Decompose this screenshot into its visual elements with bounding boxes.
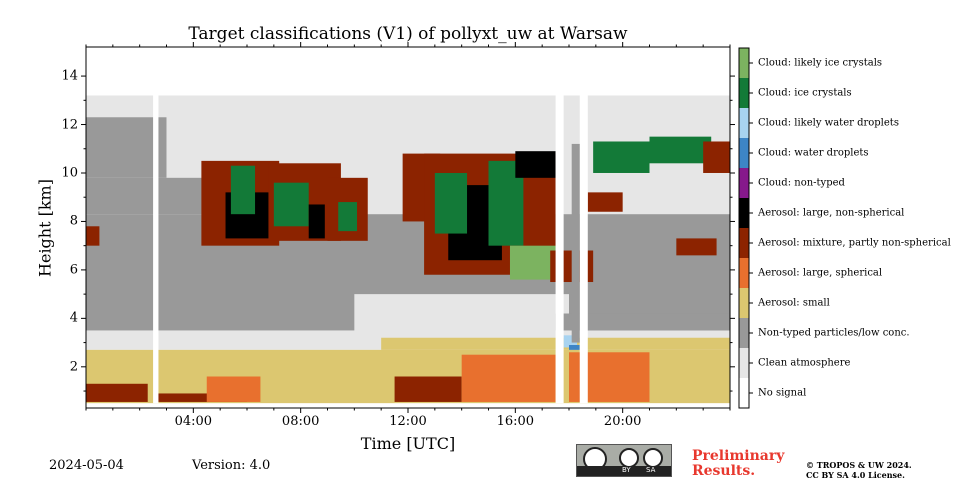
colorbar-swatch-9	[739, 108, 749, 138]
preliminary-line2: Results.	[692, 463, 756, 479]
copyright-line2: CC BY SA 4.0 License.	[806, 470, 905, 480]
y-tick-label-5: 12	[61, 117, 78, 133]
class-region-7	[555, 313, 730, 331]
colorbar	[738, 47, 753, 409]
preliminary-line1: Preliminary	[692, 448, 785, 464]
x-tick-label-3: 16:00	[496, 414, 535, 429]
class-region-6	[354, 294, 569, 336]
date-label: 2024-05-04	[49, 458, 124, 473]
colorbar-swatch-11	[739, 48, 749, 78]
class-region-43	[571, 143, 580, 343]
y-tick-label-3: 8	[69, 213, 78, 229]
chart-title: Target classifications (V1) of pollyxt_u…	[188, 24, 628, 44]
legend-label-1: Clean atmosphere	[758, 357, 851, 369]
class-region-24	[338, 202, 358, 232]
legend-label-7: Cloud: non-typed	[758, 177, 845, 189]
class-region-3	[86, 177, 207, 215]
class-region-11	[155, 393, 247, 402]
legend-label-2: Non-typed particles/low conc.	[758, 327, 910, 339]
version-label: Version: 4.0	[192, 458, 271, 473]
colorbar-swatch-6	[739, 198, 749, 228]
y-tick-label-1: 4	[69, 310, 78, 326]
legend-label-5: Aerosol: mixture, partly non-spherical	[758, 237, 951, 249]
class-region-33	[593, 141, 650, 173]
share-alike-icon	[643, 448, 663, 468]
legend-label-9: Cloud: likely water droplets	[758, 117, 899, 129]
y-tick-label-6: 14	[61, 68, 78, 84]
legend-label-6: Aerosol: large, non-spherical	[758, 207, 905, 219]
class-region-34	[649, 136, 712, 164]
x-axis-label: Time [UTC]	[360, 434, 456, 453]
colorbar-swatch-8	[739, 138, 749, 168]
colorbar-swatch-2	[739, 318, 749, 348]
license-bar: BY SA	[577, 466, 671, 476]
legend-label-4: Aerosol: large, spherical	[758, 267, 883, 279]
x-tick-label-2: 12:00	[389, 414, 427, 429]
colorbar-frame	[738, 47, 750, 409]
license-sa: SA	[646, 466, 656, 474]
class-region-10	[86, 383, 148, 402]
class-region-16	[86, 226, 100, 246]
copyright-line1: © TROPOS & UW 2024.	[806, 460, 912, 470]
legend-label-11: Cloud: likely ice crystals	[758, 57, 883, 69]
class-region-19	[230, 165, 256, 215]
class-region-30	[509, 245, 556, 280]
colorbar-swatch-3	[739, 288, 749, 318]
license-by: BY	[622, 466, 631, 474]
class-region-28	[434, 172, 468, 234]
class-region-13	[394, 376, 462, 402]
x-tick-label-0: 04:00	[174, 414, 213, 429]
class-region-40	[153, 47, 159, 404]
class-region-39	[569, 345, 580, 350]
class-region-36	[587, 192, 623, 212]
legend-label-0: No signal	[758, 387, 807, 399]
colorbar-swatch-0	[739, 378, 749, 408]
license-badge: BY SA	[576, 444, 672, 477]
preliminary-notice: Preliminary Results.	[692, 449, 784, 479]
class-region-21	[273, 182, 309, 227]
class-region-35	[703, 141, 730, 173]
legend-label-10: Cloud: ice crystals	[758, 87, 852, 99]
legend-label-3: Aerosol: small	[758, 297, 830, 309]
class-region-41	[555, 47, 564, 404]
colorbar-swatch-7	[739, 168, 749, 198]
colorbar-swatch-4	[739, 258, 749, 288]
class-region-12	[206, 376, 261, 402]
class-region-37	[676, 238, 717, 256]
y-tick-label-2: 6	[69, 262, 78, 278]
copyright-notice: © TROPOS & UW 2024. CC BY SA 4.0 License…	[806, 460, 912, 480]
axis-ticks	[81, 42, 735, 413]
x-tick-label-4: 20:00	[603, 414, 642, 429]
colorbar-swatch-5	[739, 228, 749, 258]
plot-area	[86, 47, 730, 404]
attribution-icon	[619, 448, 639, 468]
colorbar-swatch-1	[739, 348, 749, 378]
class-region-22	[308, 204, 325, 239]
legend-label-8: Cloud: water droplets	[758, 147, 869, 159]
class-region-14	[461, 354, 556, 402]
class-region-42	[579, 47, 588, 404]
x-tick-label-1: 08:00	[281, 414, 320, 429]
colorbar-swatch-10	[739, 78, 749, 108]
class-region-31	[515, 151, 556, 178]
y-tick-label-0: 2	[69, 359, 78, 375]
y-tick-label-4: 10	[61, 165, 78, 181]
